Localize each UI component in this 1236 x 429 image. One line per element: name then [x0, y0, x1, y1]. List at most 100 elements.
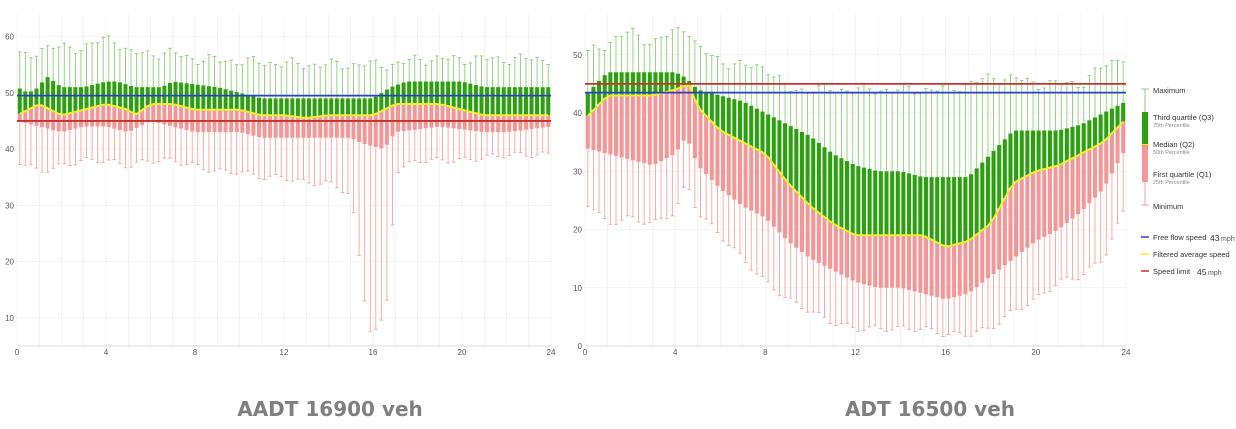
q1-box: [794, 191, 799, 248]
q3-box: [140, 87, 145, 111]
q3-box: [546, 87, 551, 116]
q3-box: [529, 87, 534, 116]
q3-box: [1092, 117, 1098, 147]
q1-box: [501, 115, 506, 133]
y-tick-label: 30: [573, 167, 582, 176]
q1-box: [479, 114, 484, 132]
q1-box: [670, 90, 675, 156]
q1-box: [659, 93, 664, 162]
right-chart: 0 10 20 30 40 50 0 4 8 12 16 20 24: [573, 14, 1131, 357]
q3-box: [1042, 130, 1047, 170]
q3-box: [664, 72, 669, 92]
q3-box: [794, 129, 799, 192]
q3-box: [318, 98, 323, 117]
q1-box: [726, 134, 731, 196]
q3-box: [262, 98, 267, 116]
q3-box: [760, 111, 765, 153]
q3-box: [884, 171, 889, 236]
q3-box: [940, 177, 945, 246]
q1-box: [1098, 143, 1103, 192]
q1-box: [423, 104, 428, 129]
q3-box: [895, 171, 900, 236]
q3-box: [659, 72, 664, 94]
q1-box: [262, 115, 267, 138]
q3-box: [980, 162, 985, 231]
q1-box: [721, 131, 726, 191]
q3-box: [602, 75, 607, 99]
q3-box: [357, 98, 362, 116]
q3-box: [816, 142, 821, 213]
q3-box: [675, 73, 681, 89]
q1-box: [709, 121, 714, 180]
q1-box: [151, 104, 156, 122]
q3-box: [952, 177, 957, 245]
q3-box: [323, 98, 328, 116]
q1-box: [692, 99, 697, 159]
q3-box: [396, 84, 401, 105]
q3-box: [732, 99, 737, 138]
q1-box: [1008, 188, 1013, 261]
q3-box: [345, 98, 350, 116]
q1-box: [1104, 139, 1109, 184]
q1-box: [828, 221, 833, 269]
q1-box: [179, 106, 184, 129]
q1-box: [323, 115, 328, 138]
q1-box: [379, 111, 384, 149]
legend-speed-limit-value: 45: [1197, 267, 1207, 277]
q1-box: [890, 235, 895, 288]
q1-box: [56, 113, 61, 132]
q1-box: [715, 127, 720, 186]
q3-box: [273, 98, 278, 116]
q1-box: [946, 246, 951, 299]
q1-box: [940, 245, 945, 299]
q3-box: [1070, 126, 1075, 159]
q1-box: [384, 108, 389, 145]
q1-box: [867, 235, 872, 286]
q1-box: [407, 104, 412, 131]
x-tick-label: 8: [763, 348, 768, 357]
x-tick-label: 12: [851, 348, 860, 357]
x-tick-label: 20: [458, 348, 467, 357]
y-tick-label: 20: [5, 258, 14, 267]
q1-box: [597, 104, 602, 152]
q3-box: [362, 98, 367, 116]
q1-box: [681, 86, 686, 141]
q1-box: [90, 107, 95, 127]
q1-box: [301, 117, 306, 138]
x-tick-label: 4: [673, 348, 678, 357]
q1-box: [974, 234, 979, 288]
q3-box: [828, 151, 833, 222]
q3-box: [1008, 133, 1013, 189]
q3-box: [929, 177, 934, 240]
q1-box: [184, 107, 189, 131]
q1-box: [884, 235, 889, 288]
legend-q3-sub: 75th Percentile: [1153, 123, 1190, 129]
q1-box: [95, 106, 100, 127]
q1-box: [62, 114, 67, 132]
q1-box: [811, 208, 816, 261]
q1-box: [334, 115, 339, 138]
q3-box: [1109, 108, 1114, 134]
q1-box: [446, 106, 451, 128]
q3-box: [946, 177, 951, 247]
q1-box: [490, 115, 495, 133]
q3-box: [845, 161, 850, 231]
q3-box: [1002, 139, 1007, 199]
q1-box: [754, 149, 759, 214]
q3-box: [245, 94, 250, 112]
q3-box: [84, 86, 89, 109]
q1-box: [145, 106, 150, 123]
q3-box: [1104, 111, 1109, 140]
y-tick-label: 10: [573, 284, 582, 293]
q1-box: [167, 104, 172, 126]
q1-box: [295, 117, 300, 138]
q3-box: [407, 81, 412, 105]
q3-box: [384, 89, 389, 109]
q3-box: [704, 91, 709, 116]
q1-box: [991, 218, 996, 274]
legend: Maximum Third quartile (Q3) 75th Percent…: [1141, 86, 1235, 277]
y-tick-label: 40: [5, 145, 14, 154]
q1-box: [268, 115, 273, 138]
q3-box: [56, 85, 61, 114]
q3-box: [991, 150, 996, 219]
